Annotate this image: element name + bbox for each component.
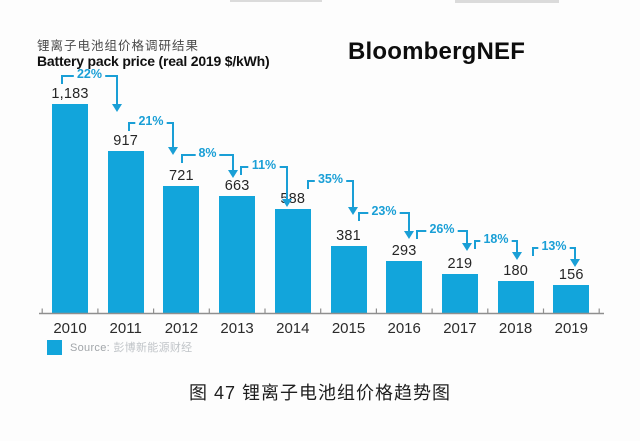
legend-swatch <box>47 339 62 355</box>
pct-change-label: 23% <box>371 204 397 218</box>
bar-2016 <box>386 261 423 313</box>
value-label: 219 <box>447 256 473 273</box>
x-axis-label: 2012 <box>164 320 199 337</box>
source-label: Source: <box>70 342 111 354</box>
down-arrow-icon <box>512 252 522 260</box>
down-arrow-icon <box>112 104 122 112</box>
pct-change-label: 13% <box>541 239 567 253</box>
down-arrow-icon <box>168 147 178 155</box>
x-axis-label: 2015 <box>331 320 366 337</box>
chart-subtitle: Battery pack price (real 2019 $/kWh) <box>37 53 270 69</box>
bar-2010 <box>52 104 88 313</box>
x-axis-label: 2013 <box>220 320 254 337</box>
bar-2017 <box>441 274 478 313</box>
down-arrow-icon <box>570 259 580 267</box>
source-name: 彭博新能源财经 <box>113 342 193 354</box>
pct-change-label: 35% <box>317 172 344 186</box>
value-label: 588 <box>280 191 306 208</box>
source-text: Source: 彭博新能源财经 <box>70 339 192 355</box>
bar-2013 <box>219 196 256 313</box>
bar-2014 <box>274 209 311 313</box>
pct-change-label: 21% <box>138 114 164 128</box>
figure-caption: 图 47 锂离子电池组价格趋势图 <box>188 383 452 403</box>
pct-change-label: 18% <box>483 232 509 246</box>
cropped-text-remnant <box>455 0 559 3</box>
value-label: 180 <box>503 263 528 280</box>
bloombergnef-logo: BloombergNEF <box>348 38 526 65</box>
x-axis-label: 2010 <box>53 320 87 337</box>
x-axis-label: 2016 <box>387 320 421 337</box>
pct-change-label: 22% <box>76 67 103 81</box>
bar-2018 <box>497 281 534 313</box>
value-label: 156 <box>558 267 584 284</box>
x-axis-label: 2019 <box>554 320 588 337</box>
x-axis-label: 2014 <box>276 320 310 337</box>
pct-change-label: 26% <box>429 222 455 236</box>
x-axis-label: 2017 <box>443 320 477 337</box>
pct-change-label: 8% <box>198 146 217 160</box>
value-label: 917 <box>113 133 139 150</box>
cropped-text-remnant <box>230 0 322 2</box>
bar-2015 <box>330 245 367 313</box>
bar-2019 <box>553 285 590 313</box>
source-legend: Source: 彭博新能源财经 <box>47 339 192 355</box>
bar-2012 <box>163 185 200 313</box>
x-axis-label: 2011 <box>109 320 142 337</box>
chart-title: 锂离子电池组价格调研结果 <box>37 39 200 53</box>
value-label: 721 <box>168 167 194 184</box>
x-axis-label: 2018 <box>498 320 533 337</box>
bar-2011 <box>107 151 144 313</box>
value-label: 381 <box>336 227 361 244</box>
value-label: 663 <box>224 178 250 195</box>
value-label: 293 <box>391 243 417 260</box>
pct-change-label: 11% <box>251 158 277 172</box>
value-label: 1,183 <box>51 86 89 103</box>
